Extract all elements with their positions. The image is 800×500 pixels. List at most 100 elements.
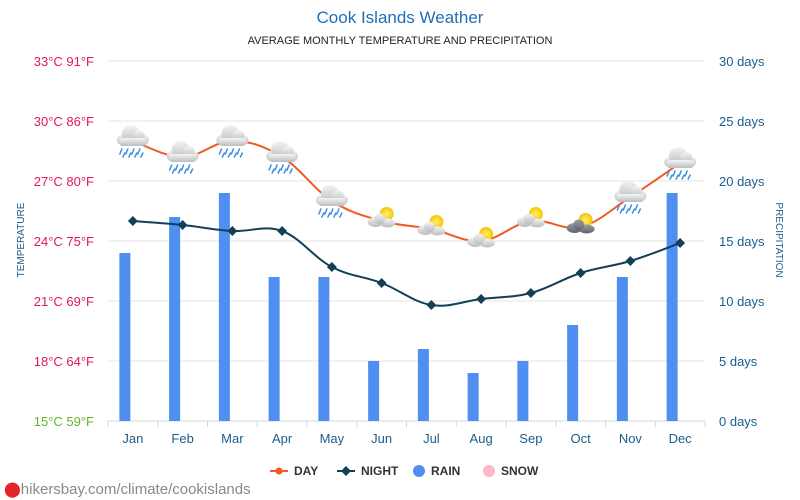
rain-drop xyxy=(318,208,322,215)
x-tick-label: Aug xyxy=(470,431,493,446)
rain-drop xyxy=(128,152,132,158)
rain-drop xyxy=(189,168,194,174)
rain-drop xyxy=(277,168,281,174)
rain-drop xyxy=(227,152,232,158)
x-tick-label: Nov xyxy=(619,431,643,446)
cloud-part xyxy=(317,198,346,206)
rain-drop xyxy=(333,212,337,218)
night-point xyxy=(675,238,686,248)
right-tick-label: 0 days xyxy=(719,414,758,429)
rain-drop xyxy=(134,152,138,158)
cloud-part xyxy=(118,138,147,146)
legend-day-marker xyxy=(275,467,283,475)
right-tick-label: 25 days xyxy=(719,114,765,129)
right-tick-label: 30 days xyxy=(719,54,765,69)
legend-snow-marker xyxy=(483,465,495,477)
rain-drop xyxy=(628,204,633,211)
night-point xyxy=(376,278,387,288)
location-pin-icon: ⬤ xyxy=(4,481,21,498)
rain-drop xyxy=(131,148,135,155)
rain-drop xyxy=(678,170,682,177)
cloud-part xyxy=(573,219,585,231)
rain-drop xyxy=(619,208,624,214)
rain-cloud-icon xyxy=(116,125,149,158)
sun-dark-cloud-icon xyxy=(566,213,595,234)
cloud-part xyxy=(423,221,435,233)
grid-lines xyxy=(107,60,706,427)
footer-link[interactable]: ⬤hikersbay.com/climate/cookislands xyxy=(4,480,251,498)
rain-drop xyxy=(321,212,325,218)
rain-bars xyxy=(119,193,678,421)
night-point xyxy=(426,300,437,310)
legend-item-rain: RAIN xyxy=(413,464,460,478)
sun-cloud-icon xyxy=(367,207,396,228)
rain-drop xyxy=(675,174,679,180)
sun-cloud-icon xyxy=(417,215,446,236)
rain-drop xyxy=(137,148,141,155)
rain-drop xyxy=(634,204,639,211)
x-tick-label: Oct xyxy=(571,431,592,446)
x-tick-label: May xyxy=(320,431,345,446)
rain-drop xyxy=(672,170,676,177)
x-tick-label: Mar xyxy=(221,431,244,446)
rain-bar xyxy=(169,217,181,421)
left-tick-label: 18°C 64°F xyxy=(34,354,94,369)
weather-icons xyxy=(116,125,697,248)
rain-drop xyxy=(330,208,334,215)
footer-text: hikersbay.com/climate/cookislands xyxy=(20,481,251,498)
sun-cloud-icon xyxy=(467,227,496,248)
rain-drop xyxy=(180,164,185,171)
right-tick-label: 10 days xyxy=(719,294,765,309)
rain-drop xyxy=(218,148,223,155)
legend-label: DAY xyxy=(294,464,318,478)
legend-rain-marker xyxy=(413,465,425,477)
legend-label: RAIN xyxy=(431,464,460,478)
rain-drop xyxy=(684,170,688,177)
legend-item-night: NIGHT xyxy=(337,464,399,478)
rain-drop xyxy=(174,164,179,171)
legend-item-snow: SNOW xyxy=(483,464,539,478)
rain-drop xyxy=(286,164,290,171)
rain-drop xyxy=(230,148,235,155)
left-tick-label: 30°C 86°F xyxy=(34,114,94,129)
x-tick-label: Jun xyxy=(371,431,392,446)
cloud-part xyxy=(473,233,485,245)
rain-drop xyxy=(280,164,284,171)
rain-drop xyxy=(183,168,188,174)
rain-drop xyxy=(274,164,278,171)
rain-drop xyxy=(119,148,123,155)
rain-drop xyxy=(625,208,630,214)
rain-drop xyxy=(268,164,272,171)
right-tick-label: 20 days xyxy=(719,174,765,189)
x-tick-label: Sep xyxy=(519,431,542,446)
rain-drop xyxy=(224,148,229,155)
rain-drop xyxy=(271,168,275,174)
rain-drop xyxy=(631,208,636,214)
night-point xyxy=(227,226,238,236)
rain-drop xyxy=(236,148,241,155)
rain-cloud-icon xyxy=(166,141,199,174)
night-point xyxy=(177,220,188,230)
rain-bar xyxy=(666,193,678,421)
rain-drop xyxy=(336,208,340,215)
rain-drop xyxy=(168,164,173,171)
right-axis: 30 days 25 days 20 days 15 days 10 days 5 day… xyxy=(719,54,765,429)
rain-drop xyxy=(140,152,144,158)
rain-bar xyxy=(417,349,429,421)
chart-title: Cook Islands Weather xyxy=(316,8,484,27)
rain-drop xyxy=(177,168,182,174)
left-tick-label: 15°C 59°F xyxy=(34,414,94,429)
night-series xyxy=(127,216,686,310)
rain-drop xyxy=(669,174,673,180)
rain-drop xyxy=(289,168,293,174)
rain-bar xyxy=(467,373,479,421)
rain-drop xyxy=(233,152,238,158)
night-point xyxy=(476,294,487,304)
night-point xyxy=(575,268,586,278)
sun-cloud-icon xyxy=(516,207,545,228)
rain-drop xyxy=(324,208,328,215)
rain-cloud-icon xyxy=(315,185,348,218)
legend: DAY NIGHT RAIN SNOW xyxy=(270,464,539,478)
rain-drop xyxy=(637,208,642,214)
